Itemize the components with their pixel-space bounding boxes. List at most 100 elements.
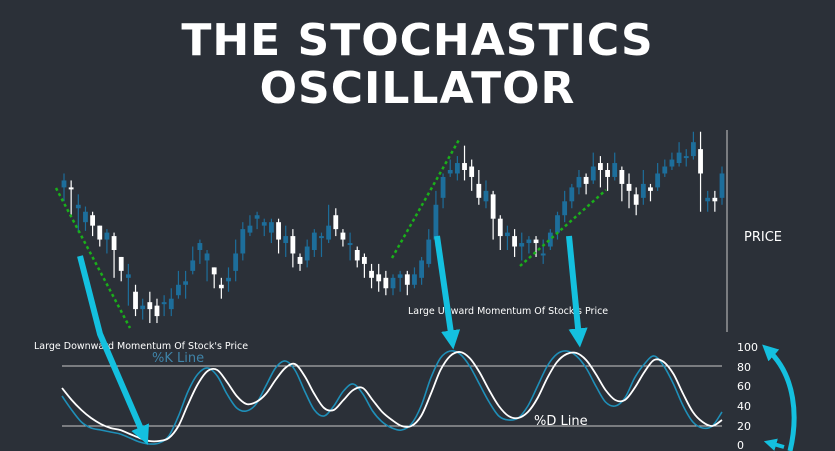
d-line-label: %D Line bbox=[534, 414, 588, 429]
candle-body bbox=[226, 277, 231, 282]
candle-body bbox=[576, 176, 582, 188]
arrow-range-indicator bbox=[762, 344, 797, 451]
candle-body bbox=[283, 236, 289, 244]
candle-body bbox=[583, 176, 589, 184]
candle-body bbox=[369, 270, 374, 278]
candle-body bbox=[497, 218, 503, 237]
candle-body bbox=[605, 170, 610, 177]
candle-body bbox=[490, 194, 496, 219]
candle-body bbox=[433, 204, 439, 240]
candle-body bbox=[712, 197, 718, 202]
candle-body bbox=[197, 243, 203, 250]
candle-body bbox=[719, 173, 725, 198]
candle-body bbox=[311, 232, 317, 250]
candle-body bbox=[183, 281, 188, 285]
candle-body bbox=[419, 260, 425, 278]
trend-line-down bbox=[54, 187, 132, 329]
candle-body bbox=[690, 142, 696, 157]
candle-body bbox=[176, 284, 181, 296]
trend-line-up-right bbox=[519, 189, 607, 267]
candle-body bbox=[569, 187, 575, 202]
downward-momentum-note: Large Downward Momentum Of Stock's Price bbox=[34, 341, 248, 352]
candle-body bbox=[469, 166, 475, 177]
momentum-arrows bbox=[77, 235, 797, 451]
candle-body bbox=[412, 274, 417, 285]
candle-body bbox=[204, 253, 210, 261]
candle-body bbox=[140, 305, 146, 310]
d-line-series bbox=[61, 351, 723, 443]
candle-body bbox=[512, 236, 517, 247]
candle-body bbox=[397, 274, 403, 278]
candle-body bbox=[111, 236, 117, 250]
y-tick-60: 60 bbox=[737, 380, 751, 393]
candle-body bbox=[297, 256, 303, 264]
candle-body bbox=[304, 246, 310, 261]
candle-body bbox=[326, 225, 332, 240]
arrow-to-overbought-right bbox=[566, 235, 588, 348]
candle-body bbox=[118, 256, 124, 271]
candle-body bbox=[75, 204, 81, 209]
candlestick-series bbox=[61, 131, 725, 324]
candle-body bbox=[640, 183, 646, 198]
candle-body bbox=[247, 225, 253, 233]
candle-body bbox=[390, 277, 396, 289]
candle-body bbox=[340, 232, 346, 240]
candle-body bbox=[68, 187, 74, 190]
arrow-down-to-oversold bbox=[77, 255, 150, 445]
candle-body bbox=[361, 256, 367, 264]
candle-body bbox=[540, 253, 546, 256]
candle-body bbox=[90, 215, 96, 226]
candle-body bbox=[676, 152, 682, 164]
chart-title-line-2: OSCILLATOR bbox=[259, 63, 576, 114]
candle-body bbox=[547, 232, 553, 247]
candle-body bbox=[83, 211, 88, 223]
candle-body bbox=[276, 222, 281, 240]
candle-body bbox=[383, 277, 389, 289]
candle-body bbox=[462, 163, 467, 170]
candle-body bbox=[290, 236, 296, 254]
candle-body bbox=[240, 229, 246, 254]
candle-body bbox=[233, 253, 239, 271]
candle-body bbox=[619, 170, 625, 184]
candle-body bbox=[483, 190, 489, 202]
candle-body bbox=[261, 222, 267, 226]
candle-body bbox=[633, 194, 639, 205]
chart-title-line-1: THE STOCHASTICS bbox=[181, 15, 654, 66]
candle-body bbox=[161, 302, 167, 305]
candle-body bbox=[218, 284, 224, 289]
candle-body bbox=[211, 267, 217, 275]
candle-body bbox=[125, 274, 131, 278]
candle-body bbox=[683, 156, 689, 159]
candle-body bbox=[612, 163, 618, 177]
candle-body bbox=[669, 159, 675, 167]
candle-body bbox=[376, 274, 382, 282]
candle-body bbox=[698, 149, 703, 174]
candle-body bbox=[626, 183, 632, 191]
candle-body bbox=[519, 243, 525, 247]
candle-body bbox=[655, 173, 661, 188]
k-line-label: %K Line bbox=[152, 351, 204, 366]
candle-body bbox=[648, 187, 653, 191]
oscillator-y-axis: 100 80 60 40 20 0 bbox=[737, 341, 758, 451]
candle-body bbox=[168, 298, 174, 310]
candle-body bbox=[555, 215, 560, 233]
candle-body bbox=[440, 176, 446, 198]
upward-momentum-note: Large Upward Momentum Of Stock's Price bbox=[408, 306, 608, 317]
candle-body bbox=[133, 291, 138, 310]
candle-body bbox=[347, 243, 353, 246]
candle-body bbox=[598, 163, 603, 170]
y-tick-40: 40 bbox=[737, 400, 751, 413]
candle-body bbox=[426, 239, 432, 264]
candle-body bbox=[354, 250, 360, 261]
candle-body bbox=[662, 166, 668, 174]
price-axis-label: PRICE bbox=[744, 230, 782, 245]
candle-body bbox=[454, 163, 460, 174]
arrow-range-bottom bbox=[763, 438, 785, 451]
candle-body bbox=[190, 260, 196, 271]
candle-body bbox=[533, 239, 539, 244]
candle-body bbox=[447, 170, 453, 174]
candle-body bbox=[505, 232, 510, 237]
candle-body bbox=[97, 225, 103, 240]
